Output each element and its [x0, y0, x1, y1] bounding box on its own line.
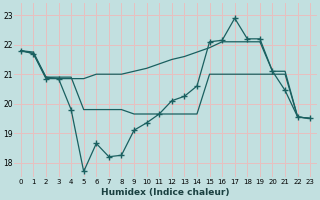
- X-axis label: Humidex (Indice chaleur): Humidex (Indice chaleur): [101, 188, 230, 197]
